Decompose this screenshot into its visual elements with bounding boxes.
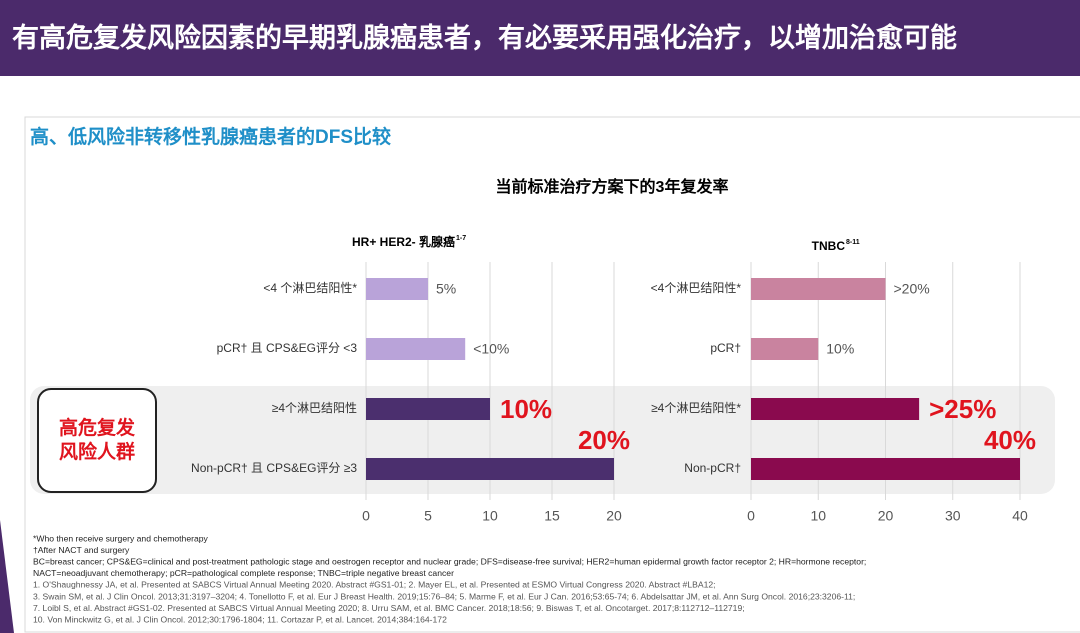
bar xyxy=(366,458,614,480)
category-label: Non-pCR† xyxy=(684,461,741,475)
corner-decor xyxy=(0,520,14,633)
x-tick-label: 30 xyxy=(945,508,961,524)
footnote: *Who then receive surgery and chemothera… xyxy=(33,533,209,543)
x-tick-label: 0 xyxy=(747,508,755,524)
footnote: 7. Loibl S, et al. Abstract #GS1-02. Pre… xyxy=(33,603,745,613)
footnote: BC=breast cancer; CPS&EG=clinical and po… xyxy=(33,556,866,566)
chart-subtitle: HR+ HER2- 乳腺癌 xyxy=(352,234,455,249)
header-title: 有高危复发风险因素的早期乳腺癌患者，有必要采用强化治疗，以增加治愈可能 xyxy=(12,22,957,53)
bar xyxy=(751,278,886,300)
category-label: <4个淋巴结阳性* xyxy=(651,281,742,295)
value-label: 40% xyxy=(984,425,1036,455)
chart-subtitle-sup: 1-7 xyxy=(456,235,466,242)
footnote: 3. Swain SM, et al. J Clin Oncol. 2013;3… xyxy=(33,591,855,601)
highlight-label: 风险人群 xyxy=(59,440,135,463)
value-label: 10% xyxy=(500,394,552,424)
x-tick-label: 10 xyxy=(810,508,826,524)
bar xyxy=(366,338,466,360)
category-label: ≥4个淋巴结阳性* xyxy=(651,401,741,415)
x-tick-label: 10 xyxy=(482,508,498,524)
category-label: pCR† 且 CPS&EG评分 <3 xyxy=(217,341,358,355)
content-frame xyxy=(24,116,1080,633)
bar xyxy=(751,398,920,420)
x-tick-label: 15 xyxy=(544,508,560,524)
footnote: 1. O'Shaughnessy JA, et al. Presented at… xyxy=(33,580,716,590)
x-tick-label: 40 xyxy=(1012,508,1028,524)
value-label: 20% xyxy=(578,425,630,455)
x-tick-label: 5 xyxy=(424,508,432,524)
category-label: Non-pCR† 且 CPS&EG评分 ≥3 xyxy=(191,461,357,475)
value-label: 10% xyxy=(826,341,854,357)
category-label: pCR† xyxy=(710,341,741,355)
footnote: 10. Von Minckwitz G, et al. J Clin Oncol… xyxy=(33,614,447,624)
header-band xyxy=(0,0,1080,76)
footnote: †After NACT and surgery xyxy=(33,545,130,555)
highlight-label: 高危复发 xyxy=(59,416,136,439)
category-label: ≥4个淋巴结阳性 xyxy=(272,401,357,415)
chart-subtitle-sup: 8-11 xyxy=(846,239,860,246)
figure-title: 当前标准治疗方案下的3年复发率 xyxy=(496,177,729,196)
category-label: <4 个淋巴结阳性* xyxy=(263,281,357,295)
bar xyxy=(751,338,819,360)
bar xyxy=(366,278,428,300)
section-title: 高、低风险非转移性乳腺癌患者的DFS比较 xyxy=(30,125,391,148)
footnotes: *Who then receive surgery and chemothera… xyxy=(33,533,866,624)
value-label: >25% xyxy=(929,394,996,424)
footnote: NACT=neoadjuvant chemotherapy; pCR=patho… xyxy=(33,568,454,578)
x-tick-label: 0 xyxy=(362,508,370,524)
value-label: 5% xyxy=(436,281,456,297)
bar xyxy=(751,458,1020,480)
x-tick-label: 20 xyxy=(606,508,622,524)
value-label: >20% xyxy=(894,281,930,297)
bar xyxy=(366,398,490,420)
x-tick-label: 20 xyxy=(878,508,894,524)
value-label: <10% xyxy=(473,341,509,357)
highlight-box xyxy=(37,388,157,493)
chart-subtitle: TNBC xyxy=(812,239,846,253)
